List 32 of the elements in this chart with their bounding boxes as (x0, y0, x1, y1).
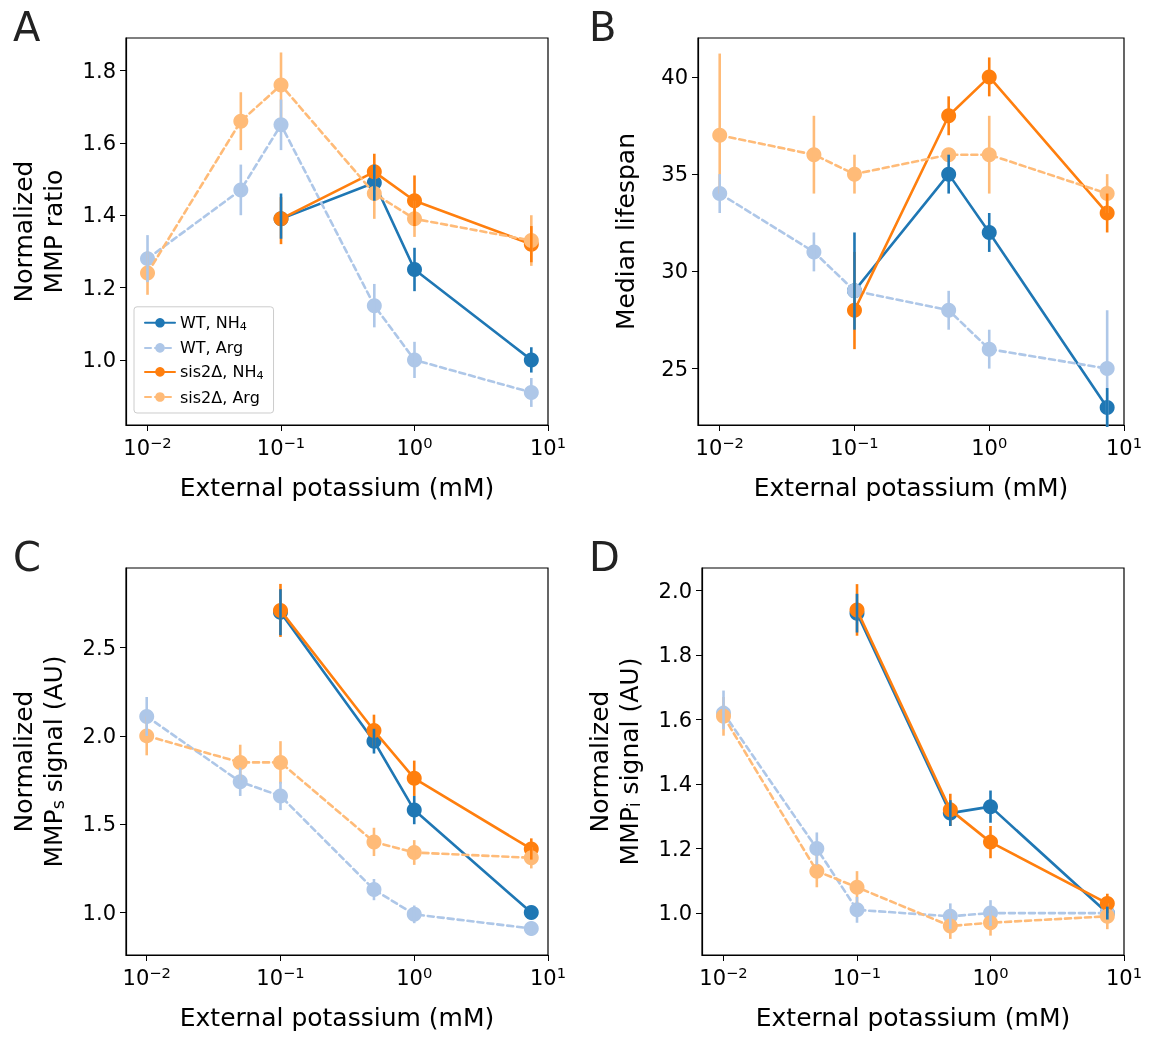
y-tick-label: 1.0 (82, 900, 116, 925)
legend-label: sis2Δ, Arg (180, 387, 260, 407)
y-tick-label: 1.2 (658, 836, 692, 861)
y-tick-label: 30 (661, 259, 688, 284)
y-tick-label: 1.4 (658, 772, 692, 797)
x-axis-title: External potassium (mM) (755, 1003, 1071, 1032)
y-tick-label: 1.0 (82, 347, 116, 372)
y-tick-label: 35 (661, 162, 688, 187)
y-tick-label: 1.6 (82, 130, 116, 155)
y-tick-label: 40 (661, 64, 688, 89)
y-tick-label: 2.5 (82, 635, 116, 660)
y-tick-label: 1.0 (658, 901, 692, 926)
y-tick-label: 1.6 (658, 707, 692, 732)
chart-title: C (13, 534, 41, 580)
x-axis-title: External potassium (mM) (179, 473, 495, 502)
y-tick-label: 2.0 (82, 723, 116, 748)
y-tick-label: 1.2 (82, 275, 116, 300)
y-axis-title: Median lifespan (610, 132, 640, 331)
y-axis-title: Normalized MMP ratio (8, 160, 68, 303)
chart-title: A (13, 4, 41, 50)
y-tick-label: 1.8 (658, 643, 692, 668)
legend-label: WT, Arg (180, 338, 244, 358)
x-axis-title: External potassium (mM) (753, 473, 1069, 502)
y-tick-label: 1.4 (82, 203, 116, 228)
y-tick-label: 1.8 (82, 58, 116, 83)
y-tick-label: 1.5 (82, 812, 116, 837)
y-tick-label: 25 (661, 356, 688, 381)
y-tick-label: 2.0 (658, 578, 692, 603)
y-axis-title: Normalized MMPi signal (AU) (584, 657, 645, 866)
chart-title: D (589, 534, 620, 580)
chart-title: B (589, 4, 617, 50)
x-axis-title: External potassium (mM) (179, 1003, 495, 1032)
